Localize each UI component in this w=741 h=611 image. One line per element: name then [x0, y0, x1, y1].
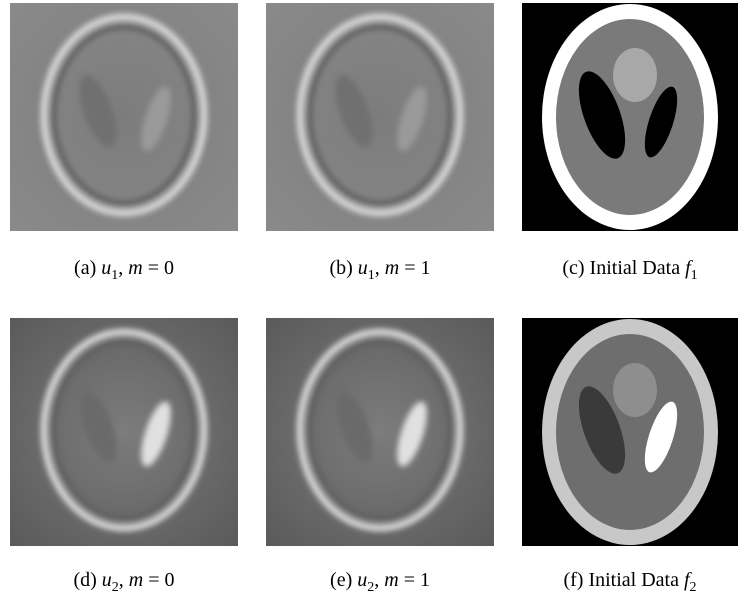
caption-label: (c) — [562, 257, 584, 279]
caption-subscript: 1 — [691, 268, 698, 283]
caption-subscript: 2 — [367, 580, 374, 595]
reconstruction-image — [10, 318, 238, 546]
caption: (d) u2, m = 0 — [0, 569, 254, 596]
caption-text: Initial Data — [590, 257, 681, 279]
caption-variable: u — [357, 569, 367, 591]
figure: (a) u1, m = 0(b) u1, m = 1(c) Initial Da… — [0, 0, 741, 611]
caption: (a) u1, m = 0 — [0, 257, 254, 284]
caption-label: (e) — [330, 569, 352, 591]
caption-value: 1 — [420, 569, 430, 591]
caption-subscript: 1 — [368, 268, 375, 283]
caption-subscript: 2 — [112, 580, 119, 595]
phantom-image — [522, 3, 738, 231]
caption-value: 0 — [164, 257, 174, 279]
reconstruction-image — [266, 3, 494, 231]
caption-parameter: m — [129, 569, 143, 591]
caption: (c) Initial Data f1 — [500, 257, 741, 284]
caption: (f) Initial Data f2 — [500, 569, 741, 596]
caption-value: 1 — [421, 257, 431, 279]
caption-variable: u — [102, 569, 112, 591]
caption: (b) u1, m = 1 — [250, 257, 510, 284]
caption-subscript: 1 — [111, 268, 118, 283]
interior — [556, 334, 704, 530]
caption: (e) u2, m = 1 — [250, 569, 510, 596]
caption-parameter: m — [128, 257, 142, 279]
top-ellipse — [613, 363, 657, 417]
caption-variable: u — [101, 257, 111, 279]
interior — [556, 19, 704, 215]
reconstruction-image — [266, 318, 494, 546]
caption-text: Initial Data — [588, 569, 679, 591]
caption-parameter: m — [385, 257, 399, 279]
caption-value: 0 — [165, 569, 175, 591]
caption-label: (a) — [74, 257, 96, 279]
caption-label: (d) — [73, 569, 96, 591]
caption-label: (f) — [563, 569, 583, 591]
caption-parameter: m — [384, 569, 398, 591]
caption-label: (b) — [329, 257, 352, 279]
reconstruction-image — [10, 3, 238, 231]
top-ellipse — [613, 48, 657, 102]
phantom-image — [522, 318, 738, 546]
caption-variable: u — [358, 257, 368, 279]
caption-subscript: 2 — [690, 580, 697, 595]
